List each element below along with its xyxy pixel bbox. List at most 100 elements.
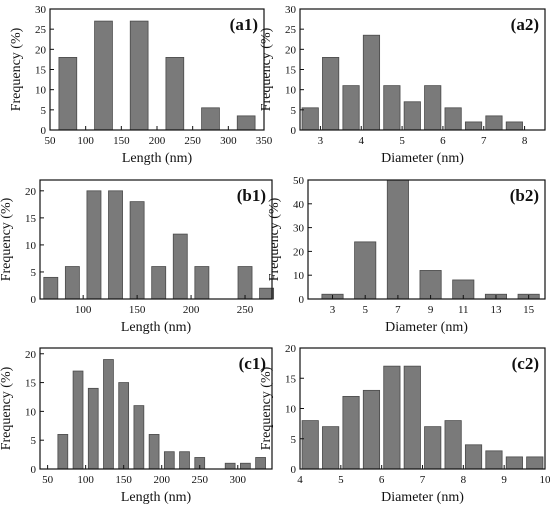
bar bbox=[424, 426, 442, 470]
chart-panel: 50 100 150 200 250 300 0 5 10 15 20 Length (nm) Freq… bbox=[0, 347, 273, 505]
x-axis-title: Length (nm) bbox=[121, 320, 192, 335]
y-tick-label: 20 bbox=[35, 44, 47, 56]
x-tick-label: 200 bbox=[153, 474, 170, 486]
bar bbox=[444, 107, 462, 131]
x-axis-title: Diameter (nm) bbox=[381, 151, 464, 166]
x-tick-label: 100 bbox=[77, 474, 94, 486]
x-tick-label: 300 bbox=[220, 135, 237, 147]
bar bbox=[118, 382, 130, 470]
bar bbox=[224, 462, 236, 470]
x-tick-label: 150 bbox=[115, 474, 132, 486]
bar bbox=[301, 420, 319, 470]
y-tick-label: 30 bbox=[285, 4, 297, 16]
bar bbox=[172, 233, 188, 300]
y-tick-label: 10 bbox=[25, 240, 37, 252]
x-axis-title: Diameter (nm) bbox=[381, 490, 464, 505]
y-tick-label: 40 bbox=[293, 199, 305, 211]
panel-label: (c2) bbox=[512, 354, 539, 373]
bar bbox=[57, 434, 69, 470]
panel-label: (c1) bbox=[239, 354, 266, 373]
panel-label: (b1) bbox=[237, 186, 266, 205]
bar bbox=[64, 266, 80, 300]
bar bbox=[194, 266, 210, 300]
x-tick-label: 6 bbox=[440, 135, 446, 147]
y-tick-label: 10 bbox=[25, 406, 37, 418]
x-tick-label: 8 bbox=[461, 474, 467, 486]
bar bbox=[386, 179, 409, 300]
plot-frame bbox=[39, 179, 273, 300]
bar bbox=[342, 395, 360, 470]
bar bbox=[151, 266, 167, 300]
y-tick-label: 20 bbox=[285, 343, 297, 355]
x-tick-label: 9 bbox=[501, 474, 507, 486]
x-tick-label: 50 bbox=[45, 135, 57, 147]
y-tick-label: 20 bbox=[285, 44, 297, 56]
bar bbox=[133, 405, 145, 470]
y-axis-title: Frequency (%) bbox=[259, 27, 274, 111]
x-tick-label: 3 bbox=[318, 135, 324, 147]
x-tick-label: 350 bbox=[256, 135, 273, 147]
y-tick-label: 25 bbox=[285, 24, 297, 36]
bar bbox=[362, 34, 381, 131]
x-tick-label: 250 bbox=[184, 135, 201, 147]
bar bbox=[322, 57, 340, 131]
y-tick-label: 5 bbox=[291, 105, 297, 117]
bar bbox=[464, 444, 483, 470]
bar bbox=[362, 389, 381, 470]
chart-panel: 100 150 200 250 0 5 10 15 20 Length (nm) Frequency… bbox=[0, 179, 275, 335]
y-tick-label: 50 bbox=[293, 175, 305, 187]
x-tick-label: 5 bbox=[338, 474, 344, 486]
panel-label: (a2) bbox=[511, 15, 539, 34]
x-tick-label: 200 bbox=[149, 135, 166, 147]
bar bbox=[163, 451, 175, 470]
y-tick-label: 10 bbox=[293, 270, 305, 282]
bar bbox=[505, 121, 523, 131]
y-tick-label: 5 bbox=[41, 105, 47, 117]
bar bbox=[485, 115, 503, 131]
bar bbox=[354, 241, 377, 300]
bar bbox=[87, 387, 99, 470]
panel-label: (b2) bbox=[510, 186, 539, 205]
bar bbox=[444, 420, 462, 470]
y-tick-label: 10 bbox=[285, 85, 297, 97]
y-tick-label: 0 bbox=[31, 464, 37, 476]
y-tick-label: 5 bbox=[31, 267, 37, 279]
y-tick-label: 0 bbox=[291, 125, 297, 137]
x-tick-label: 100 bbox=[77, 135, 94, 147]
x-tick-label: 8 bbox=[522, 135, 528, 147]
bar bbox=[464, 121, 483, 131]
y-axis-title: Frequency (%) bbox=[259, 366, 274, 450]
bar bbox=[129, 201, 145, 300]
y-tick-label: 10 bbox=[35, 85, 47, 97]
x-axis-title: Length (nm) bbox=[122, 151, 193, 166]
x-tick-label: 3 bbox=[330, 304, 336, 316]
bar bbox=[165, 57, 185, 131]
y-tick-label: 15 bbox=[25, 378, 37, 390]
x-tick-label: 13 bbox=[490, 304, 502, 316]
x-tick-label: 7 bbox=[395, 304, 401, 316]
x-tick-label: 6 bbox=[379, 474, 385, 486]
y-axis-title: Frequency (%) bbox=[9, 27, 24, 111]
y-tick-label: 20 bbox=[25, 349, 37, 361]
x-tick-label: 4 bbox=[359, 135, 365, 147]
x-tick-label: 50 bbox=[42, 474, 54, 486]
bar bbox=[240, 462, 251, 470]
x-tick-label: 9 bbox=[428, 304, 434, 316]
bar bbox=[58, 57, 78, 131]
x-axis-title: Diameter (nm) bbox=[385, 320, 468, 335]
x-tick-label: 150 bbox=[113, 135, 130, 147]
y-axis-title: Frequency (%) bbox=[267, 197, 282, 281]
x-tick-label: 250 bbox=[237, 304, 254, 316]
plot-frame bbox=[39, 347, 273, 470]
bar bbox=[383, 85, 401, 131]
y-tick-label: 20 bbox=[25, 186, 37, 198]
bar bbox=[526, 456, 544, 470]
bar bbox=[485, 450, 503, 470]
panel-label: (a1) bbox=[230, 15, 258, 34]
bar bbox=[403, 365, 421, 470]
x-tick-label: 100 bbox=[75, 304, 92, 316]
x-tick-label: 11 bbox=[458, 304, 469, 316]
bar bbox=[301, 107, 319, 131]
x-tick-label: 5 bbox=[362, 304, 368, 316]
